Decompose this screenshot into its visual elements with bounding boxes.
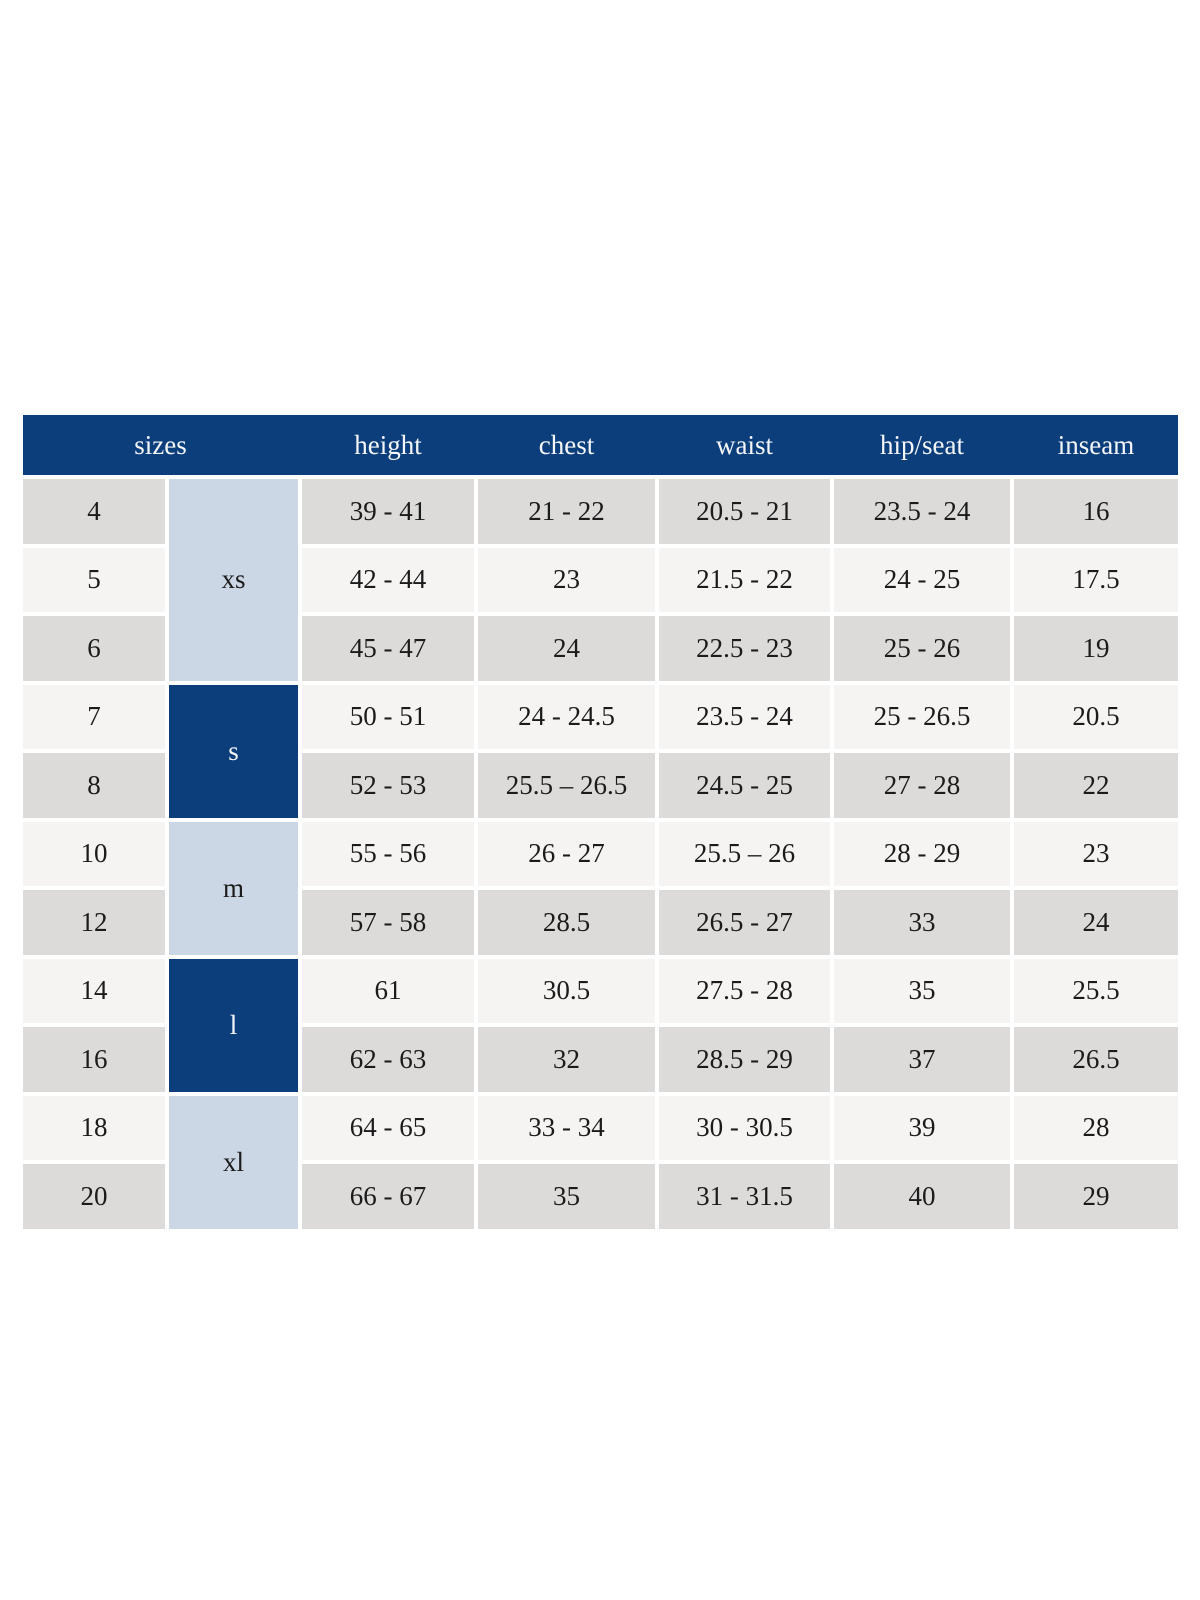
- size-chart-table: sizes height chest waist hip/seat inseam…: [23, 415, 1178, 1229]
- height-cell: 39 - 41: [302, 479, 474, 544]
- inseam-cell: 29: [1014, 1164, 1178, 1229]
- inseam-cell: 23: [1014, 821, 1178, 886]
- waist-cell: 23.5 - 24: [659, 684, 830, 749]
- hip-seat-cell: 40: [834, 1164, 1010, 1229]
- chest-cell: 32: [478, 1027, 655, 1092]
- chest-cell: 24 - 24.5: [478, 684, 655, 749]
- inseam-cell: 19: [1014, 616, 1178, 681]
- height-cell: 45 - 47: [302, 616, 474, 681]
- size-cell: 7: [23, 684, 165, 749]
- inseam-cell: 17.5: [1014, 547, 1178, 612]
- size-cell: 8: [23, 753, 165, 818]
- inseam-cell: 20.5: [1014, 684, 1178, 749]
- waist-cell: 31 - 31.5: [659, 1164, 830, 1229]
- inseam-cell: 24: [1014, 890, 1178, 955]
- hip-seat-cell: 23.5 - 24: [834, 479, 1010, 544]
- height-cell: 62 - 63: [302, 1027, 474, 1092]
- height-cell: 55 - 56: [302, 821, 474, 886]
- chest-cell: 21 - 22: [478, 479, 655, 544]
- waist-cell: 25.5 – 26: [659, 821, 830, 886]
- size-group-cell-s: s: [169, 684, 298, 818]
- height-cell: 42 - 44: [302, 547, 474, 612]
- waist-cell: 21.5 - 22: [659, 547, 830, 612]
- chest-cell: 28.5: [478, 890, 655, 955]
- chest-cell: 35: [478, 1164, 655, 1229]
- height-cell: 52 - 53: [302, 753, 474, 818]
- hip-seat-cell: 25 - 26.5: [834, 684, 1010, 749]
- chest-cell: 30.5: [478, 958, 655, 1023]
- size-cell: 12: [23, 890, 165, 955]
- size-group-cell-xl: xl: [169, 1095, 298, 1229]
- waist-cell: 26.5 - 27: [659, 890, 830, 955]
- table-header-row: sizes height chest waist hip/seat inseam: [23, 415, 1178, 475]
- waist-cell: 27.5 - 28: [659, 958, 830, 1023]
- size-cell: 10: [23, 821, 165, 886]
- hip-seat-cell: 35: [834, 958, 1010, 1023]
- column-header-height: height: [354, 429, 422, 460]
- waist-cell: 22.5 - 23: [659, 616, 830, 681]
- chest-cell: 25.5 – 26.5: [478, 753, 655, 818]
- size-group-cell-xs: xs: [169, 479, 298, 681]
- inseam-cell: 16: [1014, 479, 1178, 544]
- size-cell: 20: [23, 1164, 165, 1229]
- height-cell: 57 - 58: [302, 890, 474, 955]
- inseam-cell: 28: [1014, 1095, 1178, 1160]
- height-cell: 64 - 65: [302, 1095, 474, 1160]
- chest-cell: 26 - 27: [478, 821, 655, 886]
- column-header-waist: waist: [716, 429, 773, 460]
- height-cell: 66 - 67: [302, 1164, 474, 1229]
- hip-seat-cell: 28 - 29: [834, 821, 1010, 886]
- column-header-chest: chest: [538, 429, 595, 460]
- inseam-cell: 25.5: [1014, 958, 1178, 1023]
- inseam-cell: 22: [1014, 753, 1178, 818]
- size-group-cell-m: m: [169, 821, 298, 955]
- size-group-cell-l: l: [169, 958, 298, 1092]
- hip-seat-cell: 37: [834, 1027, 1010, 1092]
- size-cell: 4: [23, 479, 165, 544]
- size-cell: 5: [23, 547, 165, 612]
- chest-cell: 23: [478, 547, 655, 612]
- size-cell: 6: [23, 616, 165, 681]
- hip-seat-cell: 27 - 28: [834, 753, 1010, 818]
- inseam-cell: 26.5: [1014, 1027, 1178, 1092]
- size-cell: 18: [23, 1095, 165, 1160]
- height-cell: 61: [302, 958, 474, 1023]
- chest-cell: 33 - 34: [478, 1095, 655, 1160]
- column-header-inseam: inseam: [1057, 429, 1135, 460]
- chest-cell: 24: [478, 616, 655, 681]
- size-cell: 16: [23, 1027, 165, 1092]
- hip-seat-cell: 24 - 25: [834, 547, 1010, 612]
- height-cell: 50 - 51: [302, 684, 474, 749]
- hip-seat-cell: 33: [834, 890, 1010, 955]
- column-header-hip-seat: hip/seat: [880, 429, 964, 460]
- waist-cell: 30 - 30.5: [659, 1095, 830, 1160]
- waist-cell: 20.5 - 21: [659, 479, 830, 544]
- hip-seat-cell: 39: [834, 1095, 1010, 1160]
- size-cell: 14: [23, 958, 165, 1023]
- waist-cell: 24.5 - 25: [659, 753, 830, 818]
- waist-cell: 28.5 - 29: [659, 1027, 830, 1092]
- hip-seat-cell: 25 - 26: [834, 616, 1010, 681]
- column-header-sizes: sizes: [134, 429, 187, 460]
